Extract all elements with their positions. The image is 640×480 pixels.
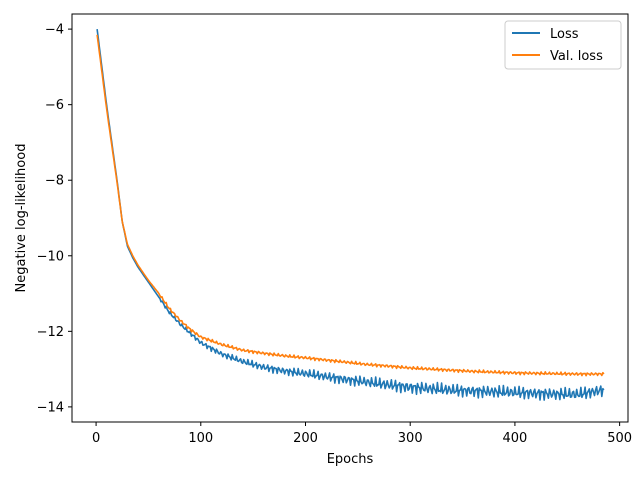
y-tick-label-10: −10: [37, 249, 64, 264]
x-tick-label-400: 400: [503, 431, 528, 446]
y-axis-label: Negative log-likelihood: [14, 144, 29, 293]
legend-label-loss: Loss: [550, 27, 579, 42]
x-tick-label-500: 500: [607, 431, 632, 446]
y-tick-label-14: −14: [37, 400, 64, 415]
y-tick-label-8: −8: [45, 174, 64, 189]
series-layer: [96, 28, 605, 401]
legend-label-val-loss: Val. loss: [550, 49, 603, 64]
series-line-loss: [96, 28, 605, 401]
y-tick-label-6: −6: [45, 98, 64, 113]
x-tick-label-0: 0: [92, 431, 100, 446]
series-line-val-loss: [96, 34, 605, 377]
x-tick-label-300: 300: [398, 431, 423, 446]
x-axis-label: Epochs: [327, 452, 374, 467]
y-tick-label-4: −4: [45, 23, 64, 38]
x-axis: 0 100 200 300 400 500: [92, 422, 632, 446]
plot-frame: [71, 13, 629, 423]
legend: Loss Val. loss: [504, 20, 622, 70]
y-axis: −14 −12 −10 −8 −6 −4: [37, 23, 72, 415]
x-tick-label-200: 200: [293, 431, 318, 446]
y-tick-label-12: −12: [37, 325, 64, 340]
x-tick-label-100: 100: [188, 431, 213, 446]
